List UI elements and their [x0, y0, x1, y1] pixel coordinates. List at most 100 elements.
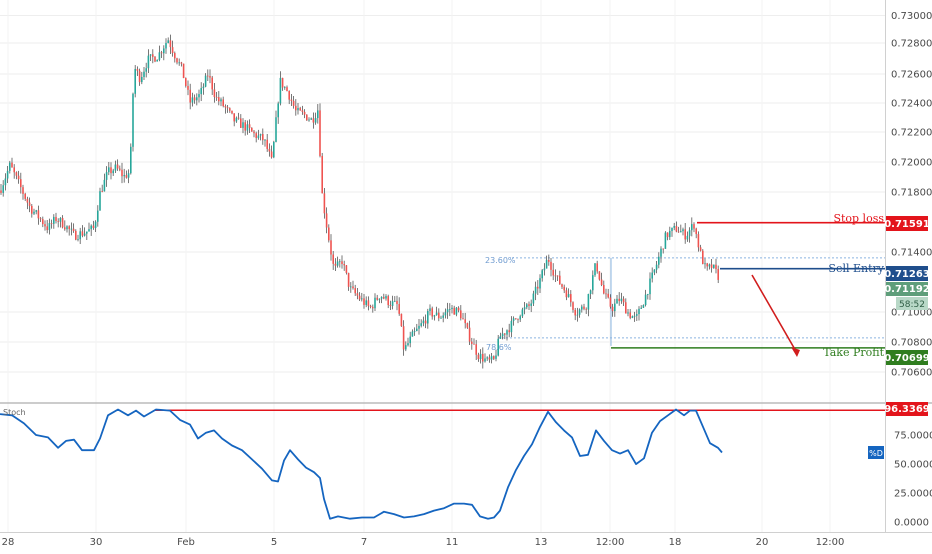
candle-body	[391, 301, 394, 306]
candle-body	[622, 298, 625, 303]
candle-body	[468, 327, 471, 342]
candle-body	[394, 300, 396, 302]
candle-body	[270, 151, 273, 158]
candle-body	[647, 294, 649, 295]
candle-body	[482, 353, 484, 362]
candle-body	[75, 230, 77, 240]
candle-body	[548, 259, 550, 262]
time-axis[interactable]: 28 30 Feb 5 7 11 13 12:00 18 20 12:00	[2, 537, 845, 548]
candle-body	[66, 226, 68, 230]
candle-body	[334, 263, 337, 266]
candle-body	[46, 226, 48, 231]
candle-body	[473, 343, 475, 345]
stop-loss-label: Stop loss	[833, 212, 884, 225]
candle-body	[244, 122, 246, 131]
candle-body	[248, 124, 251, 128]
candle-body	[11, 162, 13, 168]
candle-body	[552, 269, 554, 276]
candle-body	[310, 118, 312, 120]
candle-body	[279, 77, 282, 104]
stoch-tick-label: 25.0000	[894, 489, 932, 500]
candle-body	[633, 315, 636, 317]
candle-body	[543, 268, 546, 271]
candle-body	[110, 167, 112, 174]
time-tick-label: 28	[2, 537, 15, 548]
candle-body	[576, 314, 579, 316]
take-profit-price: 0.70699	[884, 353, 930, 364]
candle-body	[207, 75, 209, 77]
candle-body	[218, 97, 220, 102]
candle-body	[116, 164, 119, 169]
candle-body	[545, 259, 548, 269]
candle-body	[325, 213, 328, 228]
stoch-axis[interactable]: 75.0000 50.0000 25.0000 0.0000	[894, 431, 932, 529]
candle-body	[625, 302, 627, 314]
stoch-pane[interactable]	[0, 404, 885, 532]
candle-body	[618, 298, 620, 302]
candle-body	[92, 225, 95, 229]
candle-body	[706, 263, 708, 267]
candle-body	[191, 97, 194, 103]
price-axis[interactable]: 0.73000 0.72800 0.72600 0.72400 0.72200 0.720…	[891, 11, 932, 379]
candle-body	[488, 357, 491, 360]
candle-body	[163, 48, 165, 54]
candle-body	[15, 172, 18, 176]
candle-body	[680, 231, 682, 233]
candle-body	[466, 323, 469, 328]
candle-body	[565, 290, 568, 298]
candle-body	[587, 293, 590, 310]
candle-body	[653, 269, 656, 273]
candle-body	[583, 306, 585, 309]
candle-body	[64, 227, 66, 230]
sell-arrow-head	[791, 347, 800, 357]
candle-body	[715, 264, 717, 270]
candle-body	[517, 318, 519, 320]
price-pane[interactable]	[0, 0, 885, 402]
candle-body	[314, 118, 317, 123]
candle-body	[336, 261, 339, 266]
countdown: 58:52	[899, 300, 925, 310]
candle-body	[464, 319, 466, 324]
candle-body	[515, 318, 517, 320]
time-tick-label: 30	[90, 537, 103, 548]
candle-body	[385, 296, 387, 299]
candle-body	[688, 230, 691, 236]
candle-body	[490, 356, 493, 360]
candle-body	[660, 248, 662, 257]
grid	[0, 0, 885, 532]
candle-body	[666, 232, 669, 238]
candle-body	[158, 52, 161, 60]
candle-body	[376, 297, 378, 300]
sell-arrow	[751, 274, 798, 354]
candle-body	[55, 216, 57, 222]
candle-body	[171, 47, 174, 54]
candle-body	[2, 185, 4, 193]
candle-body	[262, 134, 264, 141]
candle-body	[460, 310, 462, 319]
price-tick-label: 0.71000	[891, 308, 932, 319]
candle-body	[141, 76, 143, 83]
candle-body	[636, 314, 638, 316]
candle-body	[152, 54, 154, 57]
candle-body	[174, 53, 176, 59]
candle-body	[609, 297, 612, 307]
time-tick-label: 20	[756, 537, 769, 548]
candle-body	[682, 229, 684, 232]
candle-body	[220, 99, 222, 102]
candle-body	[484, 358, 486, 362]
candle-body	[114, 164, 117, 171]
candle-body	[440, 317, 442, 319]
candle-body	[136, 68, 139, 71]
candle-body	[233, 113, 235, 122]
candle-body	[165, 42, 167, 49]
candle-body	[361, 298, 363, 300]
candle-body	[180, 62, 183, 64]
candle-body	[627, 312, 629, 314]
take-profit-price-tag	[886, 350, 928, 365]
candle-body	[572, 302, 574, 310]
candle-body	[83, 233, 86, 236]
candle-body	[160, 52, 163, 54]
candle-body	[649, 278, 651, 295]
candle-body	[352, 286, 354, 289]
